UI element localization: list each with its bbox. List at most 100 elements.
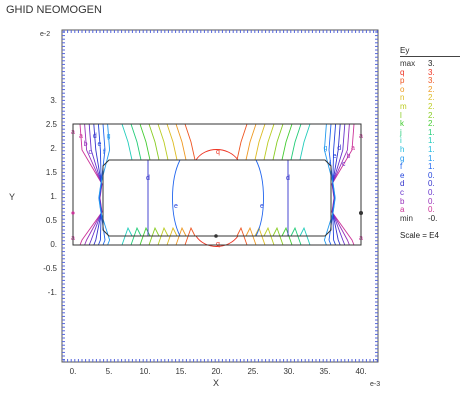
svg-text:q: q xyxy=(216,149,220,156)
x-tick-label: 10. xyxy=(139,367,150,376)
node-marker xyxy=(214,234,218,238)
legend-row: b 0. xyxy=(400,196,464,207)
legend-panel: Ey max 3. q 3. p 3. o 2. n 2. m 2. l 2. k 2. j 1. i 1. h 1. g 1… xyxy=(400,46,464,240)
y-tick-label: -1. xyxy=(48,288,57,297)
legend-row: o 2. xyxy=(400,84,464,95)
legend-key: g xyxy=(400,153,405,163)
legend-row: g 1. xyxy=(400,153,464,164)
y-tick-label: 1.5 xyxy=(46,168,58,177)
legend-value: -0. xyxy=(428,214,438,223)
legend-value: 0. xyxy=(428,188,435,197)
legend-key: n xyxy=(400,93,405,103)
svg-text:g: g xyxy=(107,133,111,140)
svg-text:d: d xyxy=(146,175,150,182)
contour-lines xyxy=(79,123,355,247)
legend-key: c xyxy=(400,187,404,197)
node-marker xyxy=(359,211,363,215)
app-title: GHID NEOMOGEN xyxy=(6,4,102,16)
svg-text:a: a xyxy=(351,145,355,152)
legend-value: 3. xyxy=(428,77,435,86)
legend-row: f 1. xyxy=(400,163,464,172)
x-tick-label: 5. xyxy=(106,367,113,376)
legend-key: m xyxy=(400,101,407,111)
y-tick-label: 0.5 xyxy=(46,216,58,225)
svg-text:d: d xyxy=(337,145,341,152)
legend-key: j xyxy=(400,127,402,137)
x-tick-label: 25. xyxy=(247,367,258,376)
legend-key: a xyxy=(400,205,405,215)
legend-row: k 2. xyxy=(400,120,464,129)
legend-title: Ey xyxy=(400,46,460,57)
legend-row: min -0. xyxy=(400,213,464,224)
svg-text:e: e xyxy=(97,141,101,148)
legend-key: min xyxy=(400,213,413,223)
legend-key: o xyxy=(400,84,405,94)
legend-value: 2. xyxy=(428,102,435,111)
svg-text:c: c xyxy=(88,149,92,156)
inner-region-outline xyxy=(102,159,332,237)
y-tick-label: 2.5 xyxy=(46,120,58,129)
legend-rows: max 3. q 3. p 3. o 2. n 2. m 2. l 2. k 2. j 1. i 1. h 1. g 1. f 1… xyxy=(400,59,464,224)
legend-key: d xyxy=(400,179,405,189)
legend-row: q 3. xyxy=(400,68,464,78)
x-axis-label: X xyxy=(213,378,219,388)
legend-value: 0. xyxy=(428,171,435,180)
x-tick-label: 15. xyxy=(175,367,186,376)
legend-row: h 1. xyxy=(400,144,464,155)
x-tick-label: 35. xyxy=(319,367,330,376)
field-plot: 0. 5. 10. 15. 20. 25. 30. 35. 40. 3. 2.5 2. 1.5 1. 0.… xyxy=(9,29,380,388)
legend-row: m 2. xyxy=(400,101,464,112)
svg-text:b: b xyxy=(346,153,350,160)
svg-text:c: c xyxy=(342,161,346,168)
legend-value: 0. xyxy=(428,197,435,206)
legend-row: a 0. xyxy=(400,205,464,215)
legend-key: h xyxy=(400,144,405,154)
plot-frame xyxy=(61,29,379,363)
y-tick-label: 0. xyxy=(50,240,57,249)
svg-text:g: g xyxy=(323,145,327,152)
legend-key: f xyxy=(400,162,403,172)
legend-value: 1. xyxy=(428,137,435,146)
legend-key: i xyxy=(400,136,402,146)
y-tick-label: 3. xyxy=(50,96,57,105)
legend-key: p xyxy=(400,76,405,86)
outer-domain-outline xyxy=(72,123,362,246)
legend-value: 3. xyxy=(428,68,435,77)
y-tick-label: 1. xyxy=(50,192,57,201)
legend-row: i 1. xyxy=(400,137,464,146)
legend-row: e 0. xyxy=(400,170,464,181)
x-tick-label: 40. xyxy=(355,367,366,376)
svg-text:e: e xyxy=(333,153,337,160)
svg-text:b: b xyxy=(84,141,88,148)
svg-text:f: f xyxy=(103,149,105,156)
x-tick-label: 20. xyxy=(211,367,222,376)
svg-text:a: a xyxy=(79,133,83,140)
legend-key: l xyxy=(400,110,402,120)
y-exponent: e-2 xyxy=(40,31,50,38)
legend-value: 1. xyxy=(428,145,435,154)
legend-row: c 0. xyxy=(400,187,464,198)
legend-key: e xyxy=(400,170,405,180)
svg-text:e: e xyxy=(174,203,178,210)
svg-text:e: e xyxy=(260,203,264,210)
svg-text:d: d xyxy=(286,175,290,182)
axis-ticks xyxy=(62,30,378,362)
legend-row: n 2. xyxy=(400,94,464,103)
legend-value: 2. xyxy=(428,85,435,94)
legend-key: b xyxy=(400,196,405,206)
x-tick-labels: 0. 5. 10. 15. 20. 25. 30. 35. 40. xyxy=(70,367,367,376)
legend-key: max xyxy=(400,59,416,68)
x-exponent: e-3 xyxy=(370,381,380,388)
x-tick-label: 30. xyxy=(283,367,294,376)
node-marker xyxy=(71,211,75,215)
legend-key: k xyxy=(400,119,404,129)
legend-row: d 0. xyxy=(400,180,464,189)
x-tick-label: 0. xyxy=(70,367,77,376)
legend-value: 0. xyxy=(428,206,435,215)
y-tick-label: -0.5 xyxy=(43,264,57,273)
y-axis-label: Y xyxy=(9,192,15,202)
y-tick-labels: 3. 2.5 2. 1.5 1. 0.5 0. -0.5 -1. xyxy=(43,96,57,297)
legend-row: j 1. xyxy=(400,127,464,138)
legend-row: max 3. xyxy=(400,59,464,69)
legend-value: 0. xyxy=(428,180,435,189)
